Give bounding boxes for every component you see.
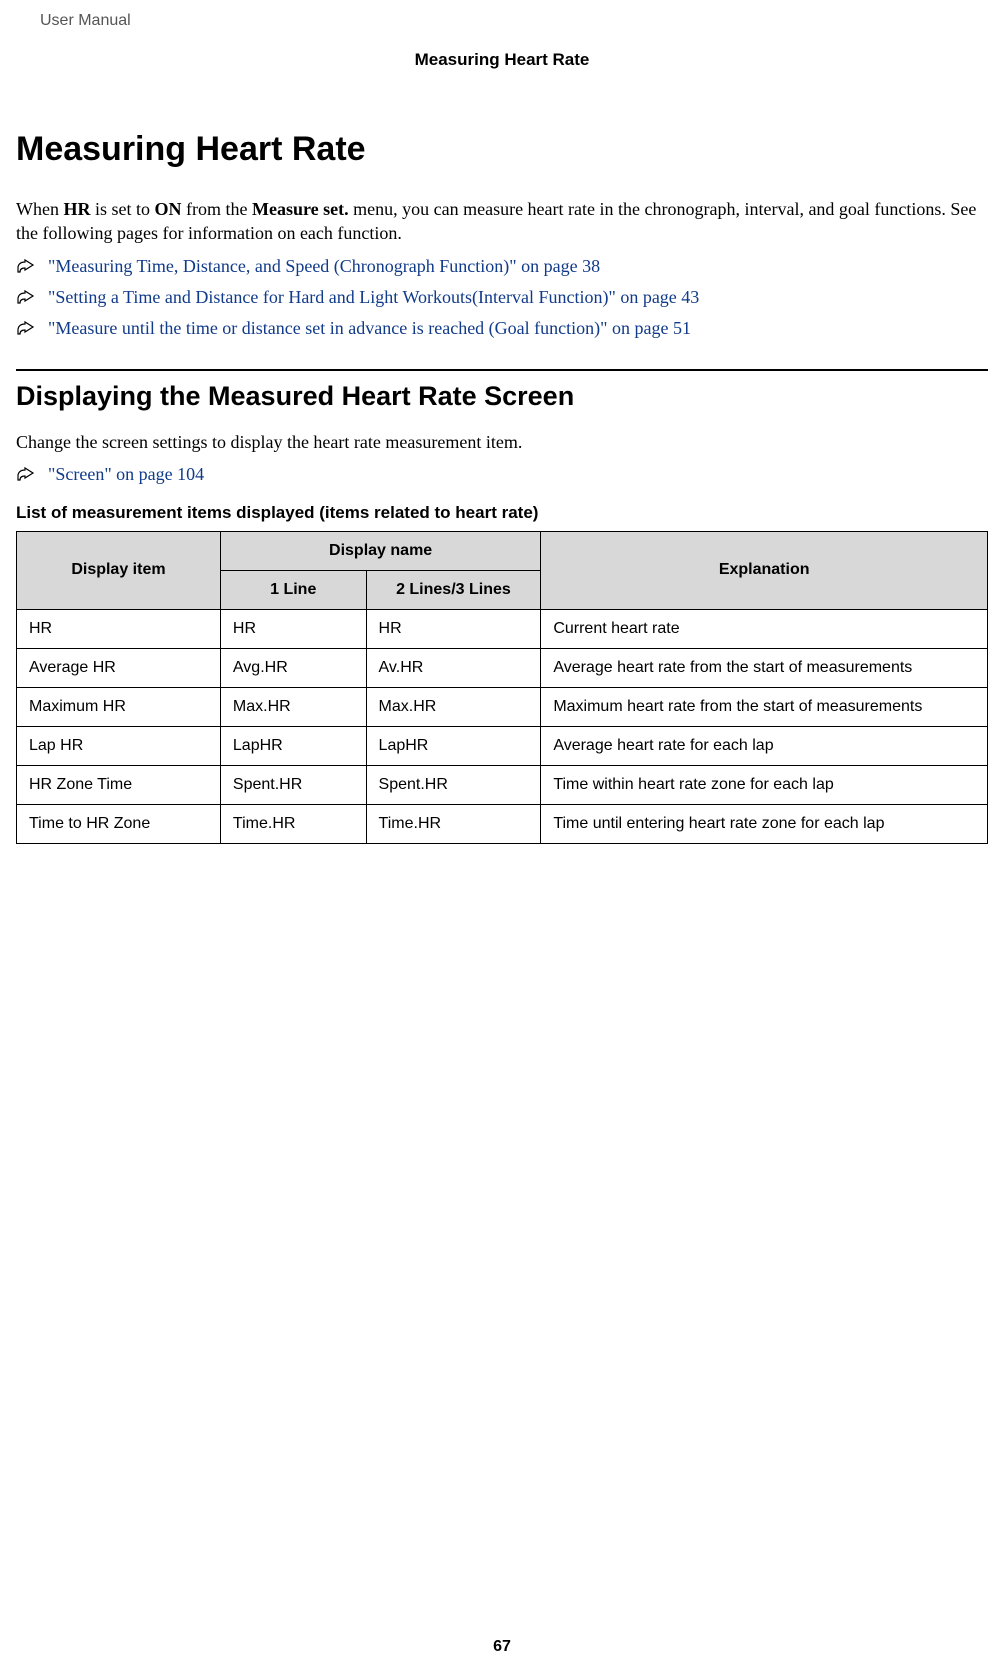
col-header-display-item: Display item (17, 531, 221, 609)
table-row: HRHRHRCurrent heart rate (17, 609, 988, 648)
table-cell: Av.HR (366, 648, 541, 687)
table-cell: Time.HR (220, 804, 366, 843)
table-cell: Spent.HR (366, 765, 541, 804)
section-divider (16, 369, 988, 371)
intro-paragraph: When HR is set to ON from the Measure se… (16, 197, 988, 246)
table-cell: LapHR (220, 726, 366, 765)
col-header-2-3-lines: 2 Lines/3 Lines (366, 570, 541, 609)
cross-reference: "Measuring Time, Distance, and Speed (Ch… (16, 256, 988, 281)
table-cell: Time within heart rate zone for each lap (541, 765, 988, 804)
table-cell: HR (220, 609, 366, 648)
cross-reference-link[interactable]: "Measure until the time or distance set … (48, 318, 691, 339)
intro-bold-on: ON (155, 199, 182, 219)
table-cell: Lap HR (17, 726, 221, 765)
pointer-icon (16, 258, 42, 281)
table-cell: Max.HR (220, 687, 366, 726)
table-body: HRHRHRCurrent heart rateAverage HRAvg.HR… (17, 609, 988, 843)
intro-text: from the (182, 199, 252, 219)
table-cell: Avg.HR (220, 648, 366, 687)
table-cell: Time until entering heart rate zone for … (541, 804, 988, 843)
table-cell: HR Zone Time (17, 765, 221, 804)
pointer-icon (16, 320, 42, 343)
intro-bold-measureset: Measure set. (252, 199, 349, 219)
table-cell: Average HR (17, 648, 221, 687)
intro-text: When (16, 199, 63, 219)
cross-reference-link[interactable]: "Setting a Time and Distance for Hard an… (48, 287, 699, 308)
table-cell: Spent.HR (220, 765, 366, 804)
table-cell: Time.HR (366, 804, 541, 843)
table-cell: LapHR (366, 726, 541, 765)
page-title: Measuring Heart Rate (16, 130, 988, 169)
table-cell: Maximum heart rate from the start of mea… (541, 687, 988, 726)
pointer-icon (16, 466, 42, 489)
cross-reference: "Measure until the time or distance set … (16, 318, 988, 343)
hr-items-table: Display item Display name Explanation 1 … (16, 531, 988, 844)
cross-reference: "Setting a Time and Distance for Hard an… (16, 287, 988, 312)
section-label: Measuring Heart Rate (16, 50, 988, 70)
table-cell: Average heart rate for each lap (541, 726, 988, 765)
table-cell: HR (366, 609, 541, 648)
table-cell: Maximum HR (17, 687, 221, 726)
doc-type-label: User Manual (40, 12, 988, 30)
table-cell: Current heart rate (541, 609, 988, 648)
table-caption: List of measurement items displayed (ite… (16, 503, 988, 523)
section-heading: Displaying the Measured Heart Rate Scree… (16, 381, 988, 412)
intro-text: is set to (90, 199, 154, 219)
cross-reference: "Screen" on page 104 (16, 464, 988, 489)
section-intro: Change the screen settings to display th… (16, 430, 988, 454)
page-number: 67 (0, 1638, 1004, 1656)
cross-reference-link[interactable]: "Screen" on page 104 (48, 464, 204, 485)
col-header-explanation: Explanation (541, 531, 988, 609)
table-row: Maximum HRMax.HRMax.HRMaximum heart rate… (17, 687, 988, 726)
page: User Manual Measuring Heart Rate Measuri… (0, 0, 1004, 1676)
table-cell: HR (17, 609, 221, 648)
table-row: Average HRAvg.HRAv.HRAverage heart rate … (17, 648, 988, 687)
table-row: HR Zone TimeSpent.HRSpent.HRTime within … (17, 765, 988, 804)
col-header-1-line: 1 Line (220, 570, 366, 609)
pointer-icon (16, 289, 42, 312)
table-row: Lap HRLapHRLapHRAverage heart rate for e… (17, 726, 988, 765)
table-cell: Average heart rate from the start of mea… (541, 648, 988, 687)
table-cell: Time to HR Zone (17, 804, 221, 843)
intro-bold-hr: HR (63, 199, 90, 219)
table-row: Time to HR ZoneTime.HRTime.HRTime until … (17, 804, 988, 843)
table-cell: Max.HR (366, 687, 541, 726)
col-header-display-name: Display name (220, 531, 540, 570)
table-header-row: Display item Display name Explanation (17, 531, 988, 570)
cross-reference-link[interactable]: "Measuring Time, Distance, and Speed (Ch… (48, 256, 600, 277)
